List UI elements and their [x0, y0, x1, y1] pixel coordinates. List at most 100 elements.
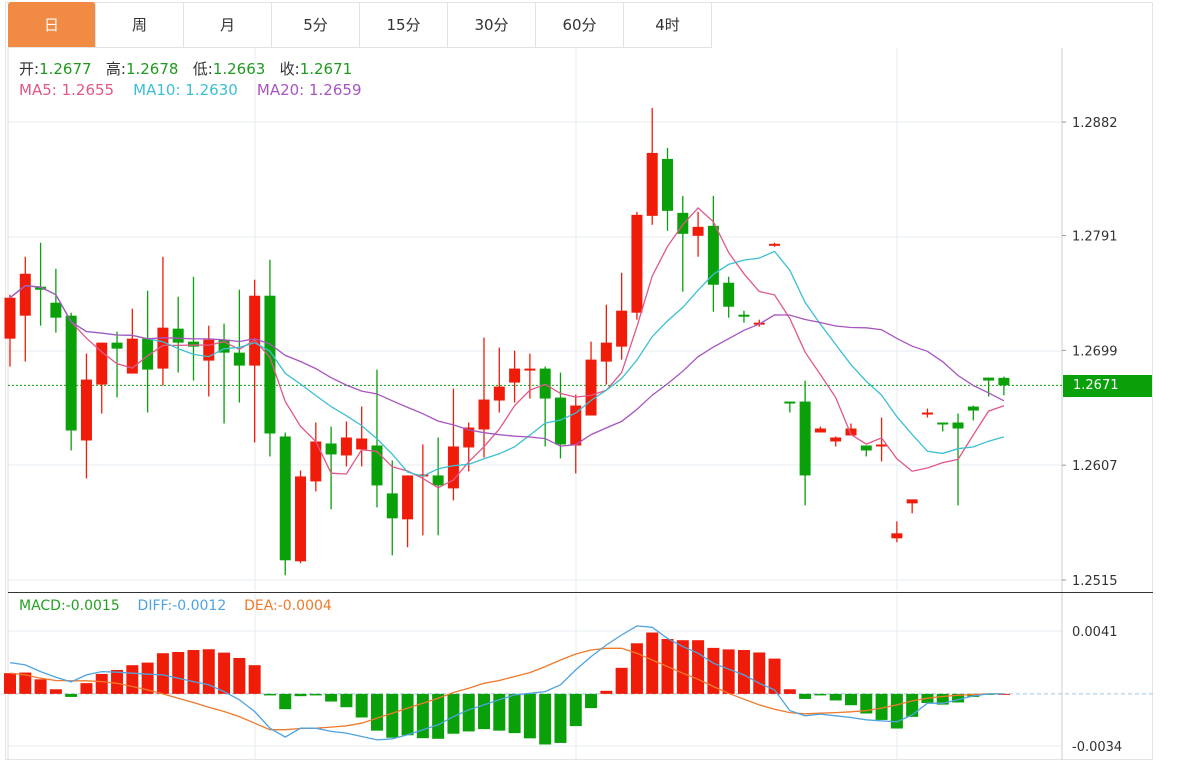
diff-line: [9, 625, 1004, 741]
candle-body: [860, 445, 872, 451]
candle: [142, 290, 154, 413]
tab-day[interactable]: 日: [8, 2, 96, 47]
candle-body: [937, 422, 949, 425]
candle: [677, 195, 689, 292]
candle: [96, 342, 108, 414]
candle-body: [371, 445, 383, 486]
macd-tick-label: 0.0041: [1072, 625, 1118, 640]
price-tick-label: 1.2882: [1072, 116, 1118, 131]
candle: [646, 108, 658, 225]
candle: [539, 366, 551, 447]
candle: [860, 445, 872, 457]
candle-body: [677, 212, 689, 234]
close-value: 1.2671: [299, 60, 353, 78]
macd-bar: [814, 693, 827, 696]
tab-4hour[interactable]: 4时: [624, 2, 712, 47]
candle-body: [126, 338, 138, 374]
macd-bar: [325, 693, 338, 702]
candle: [279, 432, 291, 576]
candle-body: [356, 438, 368, 450]
candle-body: [662, 158, 674, 211]
macd-bar: [737, 650, 750, 694]
candle-body: [80, 379, 92, 441]
candle: [356, 406, 368, 467]
candle: [967, 405, 979, 421]
candle: [493, 347, 505, 413]
candle-body: [524, 368, 536, 371]
candle-body: [325, 443, 337, 455]
ma5-label: MA5:: [19, 81, 57, 99]
diff-label: DIFF:: [137, 598, 173, 614]
tab-week[interactable]: 周: [96, 2, 184, 47]
candle: [830, 436, 842, 447]
candle: [447, 388, 459, 501]
candle: [4, 294, 16, 367]
candle-body: [19, 273, 31, 316]
macd-label: MACD:: [19, 598, 66, 614]
candle-body: [340, 437, 352, 456]
tab-60min[interactable]: 60分: [536, 2, 624, 47]
tab-15min[interactable]: 15分: [360, 2, 448, 47]
macd-bar: [936, 693, 949, 705]
candle: [417, 444, 429, 536]
candle-body: [845, 428, 857, 436]
candle: [35, 242, 47, 326]
macd-bar: [799, 693, 812, 699]
price-tick-label: 1.2699: [1072, 344, 1118, 359]
ma-info: MA5: 1.2655 MA10: 1.2630 MA20: 1.2659: [19, 81, 362, 99]
macd-bar: [906, 693, 919, 717]
candle: [463, 422, 475, 472]
candle-body: [723, 282, 735, 307]
candle-body: [585, 359, 597, 416]
macd-bar: [370, 693, 383, 731]
candle-body: [983, 377, 995, 381]
candle-body: [233, 352, 245, 366]
candle-body: [463, 427, 475, 448]
candle: [600, 304, 612, 385]
candle: [233, 289, 245, 403]
candle: [325, 426, 337, 510]
macd-bar: [630, 643, 643, 694]
candle: [723, 276, 735, 318]
candle-body: [279, 436, 291, 561]
tab-5min[interactable]: 5分: [272, 2, 360, 47]
candle: [126, 308, 138, 374]
macd-bar: [890, 693, 903, 729]
macd-bar: [447, 693, 460, 734]
candle-body: [646, 152, 658, 216]
candle-body: [96, 342, 108, 385]
macd-bar: [263, 693, 276, 696]
tab-30min[interactable]: 30分: [448, 2, 536, 47]
macd-bar: [676, 640, 689, 694]
macd-bar: [753, 652, 766, 694]
macd-bar: [156, 653, 169, 694]
candle-body: [539, 368, 551, 399]
dea-line: [9, 647, 1004, 731]
candle: [509, 350, 521, 403]
high-label: 高:: [105, 60, 126, 78]
close-label: 收:: [279, 60, 300, 78]
candle: [218, 323, 230, 424]
macd-bar: [722, 649, 735, 694]
macd-bar: [309, 693, 322, 696]
open-value: 1.2677: [39, 60, 92, 78]
candle-body: [616, 310, 628, 347]
candle: [80, 353, 92, 479]
candle: [50, 268, 62, 333]
candle-body: [814, 428, 826, 433]
macd-bar: [692, 640, 705, 694]
macd-bar: [844, 693, 857, 706]
macd-bar: [141, 662, 154, 694]
candle: [187, 276, 199, 381]
tab-month[interactable]: 月: [184, 2, 272, 47]
candle: [921, 408, 933, 418]
macd-bar: [80, 683, 93, 694]
candle: [692, 211, 704, 257]
macd-info: MACD:-0.0015 DIFF:-0.0012 DEA:-0.0004: [19, 598, 332, 614]
macd-bar: [248, 665, 261, 694]
candle-body: [447, 446, 459, 489]
candle-body: [264, 295, 276, 434]
candle: [203, 325, 215, 397]
candle: [585, 341, 597, 416]
